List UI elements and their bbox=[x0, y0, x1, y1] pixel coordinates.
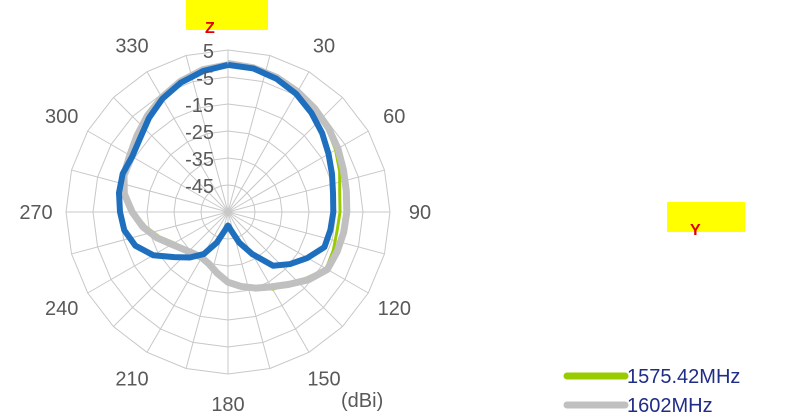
legend: 1575.42MHz 1602MHz bbox=[563, 366, 740, 417]
angle-tick-label: 240 bbox=[45, 298, 78, 320]
y-marker-label: Y bbox=[690, 222, 701, 239]
radial-tick-label: 5 bbox=[203, 41, 214, 63]
z-axis-marker: Z bbox=[186, 0, 268, 37]
angle-tick-label: 150 bbox=[307, 368, 340, 390]
angle-tick-label: 270 bbox=[19, 202, 52, 224]
angle-tick-label: 120 bbox=[378, 298, 411, 320]
grid-spoke bbox=[227, 55, 271, 213]
unit-label: (dBi) bbox=[341, 390, 383, 412]
legend-label-1602: 1602MHz bbox=[627, 395, 713, 417]
grid-spoke bbox=[227, 97, 343, 213]
radial-tick-label: -25 bbox=[185, 122, 214, 144]
grid-spoke bbox=[146, 211, 229, 353]
radial-tick-label: -35 bbox=[185, 149, 214, 171]
angle-tick-label: 180 bbox=[211, 394, 244, 416]
grid-spoke bbox=[113, 211, 229, 327]
z-marker-label: Z bbox=[205, 20, 215, 37]
grid-spoke bbox=[87, 130, 229, 213]
grid-spoke bbox=[227, 211, 385, 255]
grid-spoke bbox=[227, 211, 343, 327]
grid-spoke bbox=[87, 211, 229, 294]
grid-spoke bbox=[227, 211, 369, 294]
angle-tick-label: 30 bbox=[313, 36, 335, 58]
angle-tick-label: 60 bbox=[383, 106, 405, 128]
z-marker-box bbox=[186, 0, 268, 30]
y-axis-marker: Y bbox=[667, 202, 745, 239]
grid-spoke bbox=[227, 169, 385, 213]
series-line bbox=[115, 61, 337, 269]
angle-tick-label: 90 bbox=[409, 202, 431, 224]
grid-spoke bbox=[185, 55, 229, 213]
radial-tick-label: -15 bbox=[185, 95, 214, 117]
angle-tick-label: 210 bbox=[115, 368, 148, 390]
grid-spoke bbox=[113, 97, 229, 213]
grid-spoke bbox=[227, 211, 310, 353]
radial-tick-label: -5 bbox=[196, 68, 214, 90]
grid-spoke bbox=[227, 130, 369, 213]
angle-tick-label: 300 bbox=[45, 106, 78, 128]
grid-spoke bbox=[71, 169, 229, 213]
legend-label-1575: 1575.42MHz bbox=[627, 366, 740, 388]
radial-tick-label: -45 bbox=[185, 176, 214, 198]
label-layer: 03060901201501802102402703003305-5-15-25… bbox=[19, 10, 431, 416]
angle-tick-label: 330 bbox=[115, 36, 148, 58]
series-layer bbox=[115, 60, 351, 292]
y-marker-box bbox=[667, 202, 745, 232]
